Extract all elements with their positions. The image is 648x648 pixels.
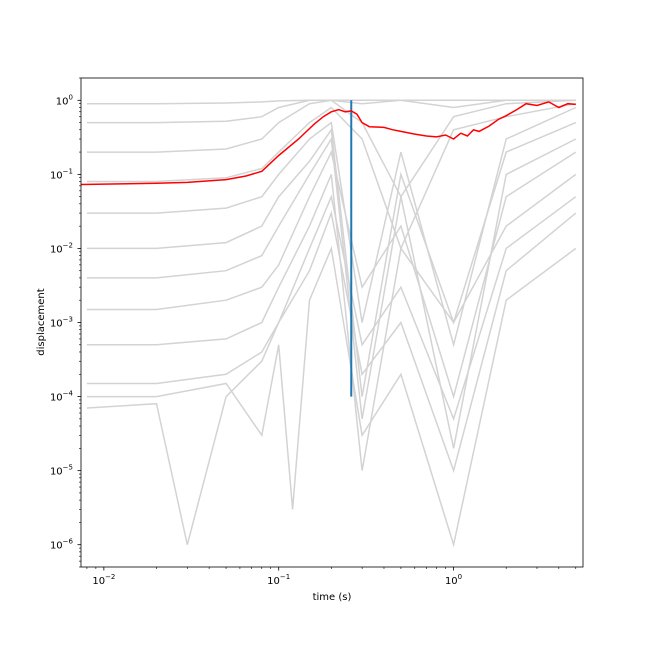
background-series-line-6	[86, 121, 577, 397]
background-series-line-3	[86, 99, 576, 199]
background-series-line-5	[86, 106, 577, 348]
background-series-line-7	[86, 136, 577, 449]
background-series-line-12	[86, 245, 577, 548]
series-layer	[81, 99, 577, 548]
y-axis-label: displacement	[36, 288, 47, 355]
background-series-line-2	[86, 99, 576, 124]
highlight-series-line	[81, 101, 576, 186]
background-series-line-10	[86, 194, 577, 422]
background-series-line-8	[86, 149, 577, 400]
background-series-line-4	[86, 102, 576, 251]
x-axis: 10−2 10−1 100	[86, 567, 577, 587]
x-axis-label: time (s)	[313, 592, 352, 603]
background-series-line-9	[86, 173, 577, 471]
background-series-line-11	[86, 210, 577, 545]
